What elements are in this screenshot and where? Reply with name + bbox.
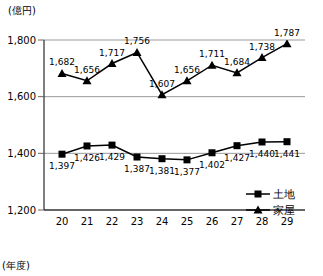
svg-text:1,656: 1,656: [174, 65, 200, 75]
svg-text:1,682: 1,682: [49, 57, 75, 67]
svg-text:1,429: 1,429: [99, 152, 125, 162]
svg-text:1,756: 1,756: [124, 36, 150, 46]
svg-text:1,381: 1,381: [149, 166, 175, 176]
svg-text:1,440: 1,440: [249, 149, 275, 159]
svg-text:1,441: 1,441: [274, 149, 300, 159]
svg-text:26: 26: [206, 216, 219, 227]
svg-text:1,738: 1,738: [249, 42, 275, 52]
svg-text:1,387: 1,387: [124, 164, 150, 174]
svg-text:1,800: 1,800: [8, 35, 36, 46]
svg-text:1,426: 1,426: [74, 153, 100, 163]
svg-text:1,717: 1,717: [99, 48, 125, 58]
svg-text:1,684: 1,684: [224, 57, 250, 67]
html-text:土地: 土地: [273, 187, 295, 201]
svg-text:22: 22: [106, 216, 119, 227]
svg-text:29: 29: [281, 216, 294, 227]
svg-text:1,711: 1,711: [199, 49, 225, 59]
svg-text:21: 21: [81, 216, 94, 227]
svg-text:1,656: 1,656: [74, 65, 100, 75]
svg-text:20: 20: [56, 216, 69, 227]
svg-text:1,402: 1,402: [199, 160, 225, 170]
svg-text:23: 23: [131, 216, 144, 227]
svg-text:1,607: 1,607: [149, 79, 175, 89]
svg-text:28: 28: [256, 216, 269, 227]
html-text:(億円): (億円): [8, 5, 36, 16]
svg-text:1,377: 1,377: [174, 167, 200, 177]
svg-text:25: 25: [181, 216, 194, 227]
svg-text:1,787: 1,787: [274, 28, 300, 38]
svg-text:24: 24: [156, 216, 169, 227]
svg-text:1,397: 1,397: [49, 161, 75, 171]
html-text:家屋: 家屋: [273, 203, 295, 217]
svg-text:1,200: 1,200: [8, 205, 36, 216]
svg-text:1,427: 1,427: [224, 153, 250, 163]
svg-text:27: 27: [231, 216, 244, 227]
html-text:(年度): (年度): [2, 260, 30, 271]
svg-text:1,600: 1,600: [8, 91, 36, 102]
svg-text:1,400: 1,400: [8, 148, 36, 159]
